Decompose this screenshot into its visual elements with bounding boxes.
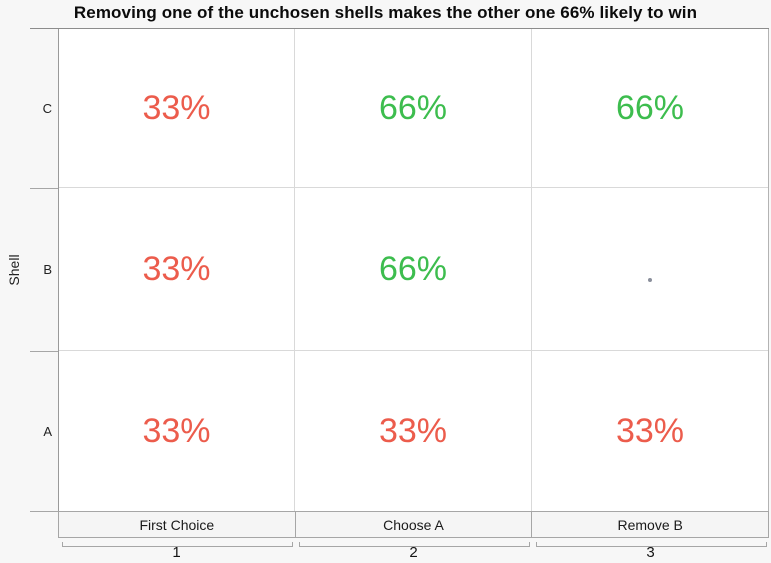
y-axis-tick <box>30 351 58 352</box>
x-tick-label: 2 <box>409 544 418 561</box>
cell-value: 33% <box>142 250 211 288</box>
column-header-first-choice: First Choice <box>58 511 296 538</box>
grid-cell: 66% <box>295 29 532 188</box>
column-header-choose-a: Choose A <box>295 511 533 538</box>
group-bracket <box>299 542 530 547</box>
cell-value: 66% <box>378 250 448 288</box>
chart-title: Removing one of the unchosen shells make… <box>73 3 698 22</box>
title-divider <box>30 28 769 29</box>
group-bracket <box>62 542 293 547</box>
cell-value: 33% <box>378 412 448 450</box>
grid-cell: 66% <box>295 188 532 351</box>
x-tick-label: 1 <box>172 544 181 561</box>
cell-value: 33% <box>615 412 685 450</box>
x-axis-ticks: 1 2 3 <box>58 544 769 561</box>
cell-value: 66% <box>378 89 448 127</box>
grid-cell: 66% <box>532 29 768 188</box>
grid-cell <box>532 188 768 351</box>
grid-cell: 33% <box>295 351 532 511</box>
plot-grid: 33% 66% 66% 33% 66% 33% 33% 33% <box>58 29 769 511</box>
y-axis-label-c: C <box>42 101 52 116</box>
grid-cell: 33% <box>59 29 295 188</box>
group-bracket <box>536 542 767 547</box>
grid-cell: 33% <box>532 351 768 511</box>
cell-value: 33% <box>142 412 211 450</box>
column-header-remove-b: Remove B <box>532 511 770 538</box>
x-axis-group-headers: First Choice Choose A Remove B <box>58 511 770 538</box>
y-axis-label-a: A <box>43 424 52 439</box>
y-axis-label-b: B <box>43 262 52 277</box>
x-tick-label: 3 <box>646 544 655 561</box>
cell-value: 66% <box>615 89 685 127</box>
missing-value-dot <box>648 278 652 282</box>
cell-value: 33% <box>142 89 211 127</box>
grid-cell: 33% <box>59 188 295 351</box>
y-axis-tick <box>30 511 58 512</box>
y-axis-tick <box>30 188 58 189</box>
grid-cell: 33% <box>59 351 295 511</box>
